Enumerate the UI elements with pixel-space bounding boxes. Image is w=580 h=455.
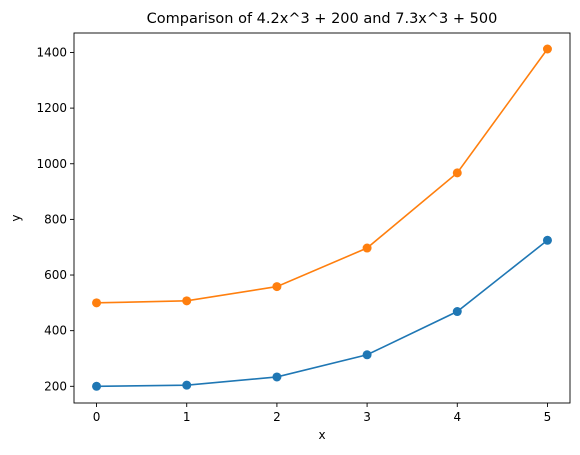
series-2-line bbox=[96, 48, 549, 304]
y-axis-label: y bbox=[9, 214, 23, 221]
x-tick-label: 5 bbox=[544, 410, 552, 424]
y-tick-label: 400 bbox=[44, 324, 67, 338]
series-1-point bbox=[182, 380, 192, 390]
series-2-point bbox=[542, 44, 552, 54]
plot-area bbox=[92, 44, 552, 391]
chart-title: Comparison of 4.2x^3 + 200 and 7.3x^3 + … bbox=[147, 11, 498, 27]
y-tick-label: 600 bbox=[44, 268, 67, 282]
y-tick-label: 800 bbox=[44, 212, 67, 226]
plot-frame bbox=[73, 32, 571, 404]
series-2-point bbox=[182, 296, 192, 306]
y-tick-label: 1000 bbox=[36, 157, 67, 171]
series-1-point bbox=[362, 350, 372, 360]
y-tick-label: 1400 bbox=[36, 45, 67, 59]
x-tick-label: 0 bbox=[93, 410, 101, 424]
x-tick-label: 1 bbox=[183, 410, 191, 424]
series-1-point bbox=[272, 372, 282, 382]
series-2-point bbox=[362, 243, 372, 253]
series-1-point bbox=[452, 307, 462, 317]
x-axis-label: x bbox=[318, 428, 325, 442]
x-tick-label: 3 bbox=[363, 410, 371, 424]
axes: 0 1 2 3 4 5 200 400 600 800 1000 1200 1400 bbox=[36, 32, 571, 424]
series-2-point bbox=[452, 168, 462, 178]
x-tick-label: 4 bbox=[453, 410, 461, 424]
series-1-line bbox=[96, 239, 548, 388]
series-1-point bbox=[542, 235, 552, 245]
x-tick-label: 2 bbox=[273, 410, 281, 424]
y-tick-label: 200 bbox=[44, 379, 67, 393]
series-1-point bbox=[92, 381, 102, 391]
y-tick-label: 1200 bbox=[36, 101, 67, 115]
series-2-point bbox=[92, 298, 102, 308]
series-2-point bbox=[272, 282, 282, 292]
